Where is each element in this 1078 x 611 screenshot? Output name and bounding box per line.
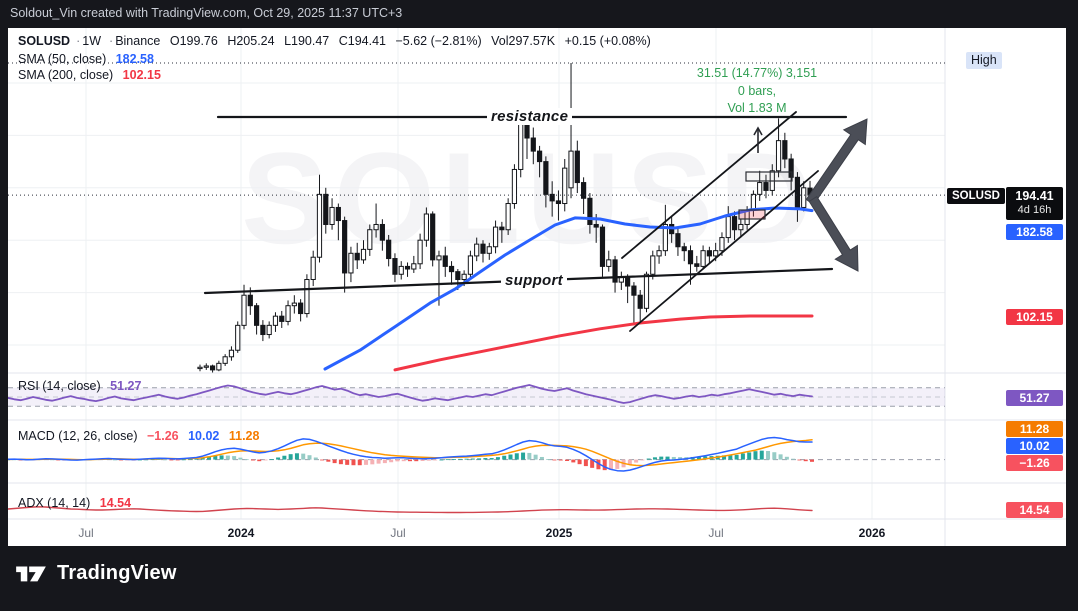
channel-upper-line bbox=[621, 111, 797, 259]
adx-value: 14.54 bbox=[99, 496, 132, 510]
indicator-value-chip: 182.58 bbox=[1006, 224, 1063, 240]
sma200-label[interactable]: SMA (200, close) bbox=[18, 68, 114, 82]
time-axis-label: 2026 bbox=[858, 526, 886, 540]
tradingview-logo-text: TradingView bbox=[57, 561, 177, 584]
attribution-bar: Soldout_Vin created with TradingView.com… bbox=[10, 6, 403, 20]
tradingview-logo[interactable]: TradingView bbox=[14, 560, 177, 586]
legend-separator: · bbox=[109, 34, 114, 48]
open-value: O199.76 bbox=[169, 34, 218, 48]
high-marker-label: High bbox=[966, 52, 1002, 69]
macd-signal-value: 11.28 bbox=[228, 429, 260, 443]
rsi-value: 51.27 bbox=[110, 379, 142, 393]
bar-countdown: 4d 16h bbox=[1017, 204, 1052, 216]
indicator-value-chip: 10.02 bbox=[1006, 438, 1063, 454]
macd-label[interactable]: MACD (12, 26, close) bbox=[18, 429, 138, 443]
consolidation-box bbox=[745, 171, 793, 182]
indicator-value-chip: 11.28 bbox=[1006, 421, 1063, 437]
range-tool-stats: 31.51 (14.77%) 3,151 bbox=[696, 66, 818, 80]
exchange-label: Binance bbox=[115, 34, 161, 48]
sma200-legend[interactable]: SMA (200, close) 102.15 bbox=[18, 68, 167, 82]
close-value: C194.41 bbox=[338, 34, 386, 48]
macd-histogram bbox=[8, 450, 814, 471]
consolidation-box bbox=[738, 209, 766, 220]
adx-label[interactable]: ADX (14, 14) bbox=[18, 496, 91, 510]
support-label[interactable]: support bbox=[501, 272, 567, 289]
time-axis-label: 2025 bbox=[545, 526, 573, 540]
channel-lower-line bbox=[629, 170, 819, 332]
last-price-value: 194.41 bbox=[1015, 189, 1054, 203]
time-axis-label: Jul bbox=[78, 526, 94, 540]
interval-label[interactable]: 1W bbox=[82, 34, 102, 48]
macd-line-value: 10.02 bbox=[188, 429, 220, 443]
last-price-chip: 194.41 4d 16h bbox=[1006, 187, 1063, 220]
bearish-scenario-arrow[interactable] bbox=[808, 195, 859, 272]
symbol-name[interactable]: SOLUSD bbox=[18, 34, 71, 48]
time-axis-label: Jul bbox=[708, 526, 724, 540]
legend-separator: · bbox=[76, 34, 81, 48]
sma200-value: 102.15 bbox=[122, 68, 161, 82]
high-value: H205.24 bbox=[227, 34, 275, 48]
sma50-legend[interactable]: SMA (50, close) 182.58 bbox=[18, 52, 160, 66]
macd-hist-value: −1.26 bbox=[146, 429, 179, 443]
volume-value: Vol297.57K bbox=[491, 34, 556, 48]
macd-legend[interactable]: MACD (12, 26, close) −1.26 10.02 11.28 bbox=[18, 429, 265, 443]
sma50-label[interactable]: SMA (50, close) bbox=[18, 52, 107, 66]
low-value: L190.47 bbox=[284, 34, 330, 48]
change-value: −5.62 (−2.81%) bbox=[395, 34, 482, 48]
range-tool-bars: 0 bars, bbox=[737, 84, 777, 98]
indicator-value-chip: −1.26 bbox=[1006, 455, 1063, 471]
time-axis-label: 2024 bbox=[227, 526, 255, 540]
indicator-value-chip: 51.27 bbox=[1006, 390, 1063, 406]
volume-change-value: +0.15 (+0.08%) bbox=[564, 34, 651, 48]
range-tool-volume: Vol 1.83 M bbox=[727, 101, 787, 115]
resistance-label[interactable]: resistance bbox=[487, 108, 573, 125]
symbol-legend[interactable]: SOLUSD · 1W · Binance O199.76 H205.24 L190.4… bbox=[18, 34, 657, 48]
indicator-value-chip: 14.54 bbox=[1006, 502, 1063, 518]
small-up-arrow bbox=[753, 126, 763, 136]
adx-legend[interactable]: ADX (14, 14) 14.54 bbox=[18, 496, 137, 510]
rsi-legend[interactable]: RSI (14, close) 51.27 bbox=[18, 379, 147, 393]
bullish-scenario-arrow[interactable] bbox=[805, 118, 868, 206]
rsi-label[interactable]: RSI (14, close) bbox=[18, 379, 101, 393]
tradingview-logo-icon bbox=[16, 566, 46, 582]
indicator-value-chip: 102.15 bbox=[1006, 309, 1063, 325]
sma50-value: 182.58 bbox=[115, 52, 154, 66]
candlestick-series bbox=[197, 62, 813, 373]
time-axis-label: Jul bbox=[390, 526, 406, 540]
symbol-price-chip: SOLUSD bbox=[947, 188, 1005, 204]
